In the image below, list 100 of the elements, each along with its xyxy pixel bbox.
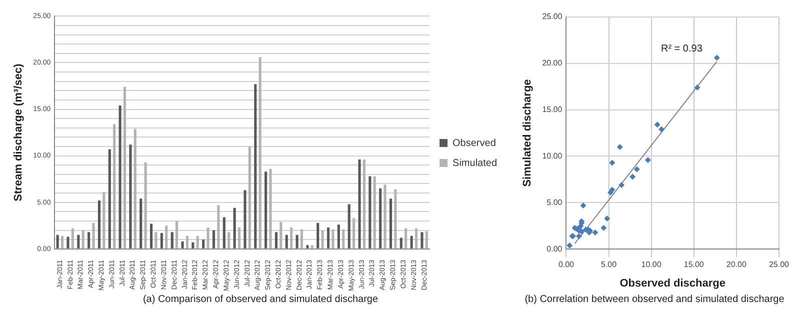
bar [82,230,84,248]
bar [290,227,293,248]
y-axis-title: Simulated discharge [522,79,534,187]
point [576,233,582,240]
bar [118,106,122,248]
annotation: R² = 0.93 [660,44,703,55]
bar [310,245,314,248]
point [618,182,625,188]
y-axis-title: Stream discharge (m³/sec) [12,63,25,202]
bar [404,228,408,248]
bar [102,192,106,248]
bar [342,229,345,248]
point [592,229,598,236]
bar [176,220,178,248]
bar [420,232,424,248]
bar [212,230,216,248]
y-tick-label: 10.00 [542,151,563,160]
text: (a) Comparison of observed and simulated discharge [142,294,380,305]
bar [196,236,199,248]
bar [150,224,153,248]
point [616,144,623,150]
text: (b) Correlation between observed and simulated discharge [524,294,786,305]
bar [129,144,132,248]
y-tick-label: 20.00 [542,58,563,68]
x-axis-title: Observed discharge [620,277,726,290]
point [630,174,636,180]
bar [348,204,350,248]
point [604,216,610,222]
bar [321,230,324,248]
bar [71,228,74,248]
x-tick-label: 15.00 [684,260,704,270]
bar [77,234,80,248]
bar [264,172,268,248]
bar [222,217,226,248]
bar [238,227,241,248]
bar [254,84,257,248]
bar [316,222,320,248]
bar [160,233,163,248]
point [566,242,573,248]
bar [400,238,402,248]
point [694,84,700,90]
bar [384,184,386,248]
point [654,122,660,128]
bar [332,229,334,248]
bar [425,231,428,248]
x-tick-label: 5.00 [600,260,618,270]
bar [206,227,210,248]
y-tick-label: 25.00 [542,12,563,22]
bar [248,146,251,248]
bar [410,236,413,248]
bar [337,224,340,248]
point [714,54,720,61]
bar [368,176,372,248]
bar [244,190,246,248]
bar [358,160,361,248]
bar [274,232,278,248]
bar [113,124,116,248]
x-tick-label: 25.00 [768,260,790,270]
bar [123,86,126,248]
bar [306,245,309,248]
bar [233,208,236,248]
bar [140,198,142,248]
point [644,156,651,163]
point [600,224,607,231]
bar [379,188,382,248]
bar [66,236,70,248]
bar [228,232,230,248]
bar [352,218,356,248]
x-tick-label: 20.00 [726,260,747,270]
bar [394,189,397,248]
bar [144,162,147,248]
legend-label: Simulated [452,158,497,169]
bar [362,160,366,248]
bar [280,222,282,248]
bar [326,227,330,248]
bar [98,200,101,248]
bar [217,205,220,248]
bar [181,241,184,248]
bar [192,242,194,248]
bar [154,232,158,248]
bar [269,168,272,248]
bar [56,234,59,248]
bar [414,228,418,248]
bar [296,234,298,248]
legend-label: Observed [452,138,496,149]
y-tick-label: 5.00 [546,198,563,207]
bar [186,236,188,248]
bar [258,57,262,248]
point [658,126,665,132]
x-tick-label: 0.00 [558,260,575,270]
y-tick-label: 15.00 [542,104,563,114]
bar [134,128,136,248]
x-tick-label: 10.00 [641,260,662,270]
point [609,160,616,166]
bar [170,232,174,248]
bar [285,234,288,248]
bar [108,149,111,248]
bar [202,240,205,248]
bar [92,222,95,248]
y-tick-label: 0.00 [546,244,563,254]
